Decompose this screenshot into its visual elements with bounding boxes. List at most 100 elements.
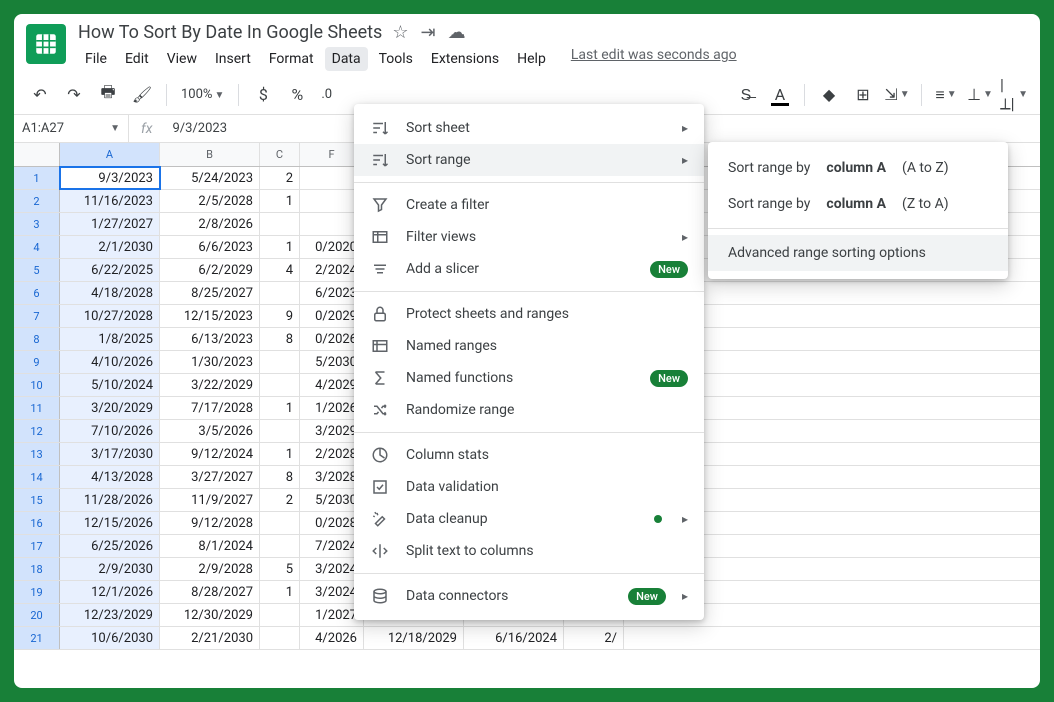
cell[interactable]: 8/28/2027 bbox=[160, 581, 260, 603]
submenu-item[interactable]: Sort range by column A (A to Z) bbox=[708, 150, 1008, 186]
cell[interactable]: 1 bbox=[260, 581, 300, 603]
paint-format-button[interactable]: 🖌 bbox=[128, 81, 156, 109]
menu-file[interactable]: File bbox=[78, 47, 114, 71]
document-title[interactable]: How To Sort By Date In Google Sheets bbox=[78, 22, 382, 43]
select-all-corner[interactable] bbox=[14, 143, 60, 166]
cell[interactable]: 6/25/2026 bbox=[60, 535, 160, 557]
cell[interactable]: 11/16/2023 bbox=[60, 190, 160, 212]
cell[interactable]: 12/18/2029 bbox=[364, 627, 464, 649]
menu-item-protect-sheets-and-ranges[interactable]: Protect sheets and ranges bbox=[354, 298, 704, 330]
cell[interactable]: 1 bbox=[260, 443, 300, 465]
row-header[interactable]: 7 bbox=[14, 305, 60, 327]
cell[interactable]: 6/16/2024 bbox=[464, 627, 564, 649]
cell[interactable]: 6/13/2023 bbox=[160, 328, 260, 350]
v-align-button[interactable]: ⊥▼ bbox=[966, 81, 994, 109]
row-header[interactable]: 18 bbox=[14, 558, 60, 580]
cell[interactable]: 2/9/2030 bbox=[60, 558, 160, 580]
row-header[interactable]: 13 bbox=[14, 443, 60, 465]
cell[interactable]: 7/17/2028 bbox=[160, 397, 260, 419]
cell[interactable]: 4/10/2026 bbox=[60, 351, 160, 373]
menu-insert[interactable]: Insert bbox=[208, 47, 258, 71]
menu-item-create-a-filter[interactable]: Create a filter bbox=[354, 189, 704, 221]
cell[interactable]: 6/22/2025 bbox=[60, 259, 160, 281]
cell[interactable]: 4 bbox=[260, 259, 300, 281]
cell[interactable]: 1/30/2023 bbox=[160, 351, 260, 373]
cell[interactable]: 1 bbox=[260, 236, 300, 258]
borders-button[interactable]: ⊞ bbox=[849, 81, 877, 109]
row-header[interactable]: 20 bbox=[14, 604, 60, 626]
cell[interactable]: 3/27/2027 bbox=[160, 466, 260, 488]
menu-item-column-stats[interactable]: Column stats bbox=[354, 439, 704, 471]
cell[interactable]: 3/5/2026 bbox=[160, 420, 260, 442]
submenu-item[interactable]: Sort range by column A (Z to A) bbox=[708, 186, 1008, 222]
undo-button[interactable]: ↶ bbox=[26, 81, 54, 109]
row-header[interactable]: 10 bbox=[14, 374, 60, 396]
row-header[interactable]: 6 bbox=[14, 282, 60, 304]
cell[interactable]: 2/1/2030 bbox=[60, 236, 160, 258]
cell[interactable]: 1/27/2027 bbox=[60, 213, 160, 235]
cell[interactable]: 2/21/2030 bbox=[160, 627, 260, 649]
cell[interactable] bbox=[260, 420, 300, 442]
cell[interactable]: 10/6/2030 bbox=[60, 627, 160, 649]
cell[interactable] bbox=[260, 512, 300, 534]
cell[interactable] bbox=[260, 627, 300, 649]
row-header[interactable]: 19 bbox=[14, 581, 60, 603]
cell[interactable]: 12/30/2029 bbox=[160, 604, 260, 626]
cell[interactable]: 2/8/2026 bbox=[160, 213, 260, 235]
cell[interactable]: 2/5/2028 bbox=[160, 190, 260, 212]
menu-item-randomize-range[interactable]: Randomize range bbox=[354, 394, 704, 426]
cell[interactable]: 3/17/2030 bbox=[60, 443, 160, 465]
cell[interactable]: 12/23/2029 bbox=[60, 604, 160, 626]
row-header[interactable]: 17 bbox=[14, 535, 60, 557]
star-icon[interactable]: ☆ bbox=[392, 22, 408, 43]
cell[interactable]: 5 bbox=[260, 558, 300, 580]
row-header[interactable]: 11 bbox=[14, 397, 60, 419]
cell[interactable]: 12/15/2023 bbox=[160, 305, 260, 327]
row-header[interactable]: 15 bbox=[14, 489, 60, 511]
cell[interactable]: 4/2026 bbox=[300, 627, 364, 649]
cell[interactable]: 6/2/2029 bbox=[160, 259, 260, 281]
move-icon[interactable]: ⇥ bbox=[421, 22, 436, 43]
row-header[interactable]: 3 bbox=[14, 213, 60, 235]
fill-color-button[interactable]: ◆ bbox=[815, 81, 843, 109]
menu-item-data-validation[interactable]: Data validation bbox=[354, 471, 704, 503]
cell[interactable]: 8 bbox=[260, 466, 300, 488]
menu-item-data-cleanup[interactable]: Data cleanup▸ bbox=[354, 503, 704, 535]
cell[interactable]: 8/1/2024 bbox=[160, 535, 260, 557]
cell[interactable]: 7/10/2026 bbox=[60, 420, 160, 442]
print-button[interactable]: 🖶 bbox=[94, 81, 122, 109]
zoom-selector[interactable]: 100%▼ bbox=[177, 87, 228, 102]
last-edit-link[interactable]: Last edit was seconds ago bbox=[571, 47, 737, 71]
menu-item-named-ranges[interactable]: Named ranges bbox=[354, 330, 704, 362]
menu-edit[interactable]: Edit bbox=[118, 47, 156, 71]
row-header[interactable]: 4 bbox=[14, 236, 60, 258]
decimal-button[interactable]: .0 bbox=[317, 87, 336, 102]
cell[interactable] bbox=[260, 535, 300, 557]
cell[interactable]: 3/22/2029 bbox=[160, 374, 260, 396]
cell[interactable]: 4/13/2028 bbox=[60, 466, 160, 488]
cell[interactable]: 2 bbox=[260, 167, 300, 189]
cell[interactable]: 1 bbox=[260, 397, 300, 419]
menu-item-sort-range[interactable]: Sort range▸ bbox=[354, 144, 704, 176]
column-header-A[interactable]: A bbox=[60, 143, 160, 166]
cell[interactable] bbox=[260, 282, 300, 304]
menu-item-add-a-slicer[interactable]: Add a slicerNew bbox=[354, 253, 704, 285]
row-header[interactable]: 14 bbox=[14, 466, 60, 488]
wrap-button[interactable]: |⟂|▼ bbox=[1000, 81, 1028, 109]
formula-bar[interactable]: 9/3/2023 bbox=[164, 121, 227, 136]
menu-item-data-connectors[interactable]: Data connectorsNew▸ bbox=[354, 580, 704, 612]
cell[interactable]: 2 bbox=[260, 489, 300, 511]
column-header-C[interactable]: C bbox=[260, 143, 300, 166]
cell[interactable] bbox=[260, 213, 300, 235]
cell[interactable]: 8 bbox=[260, 328, 300, 350]
submenu-item[interactable]: Advanced range sorting options bbox=[708, 235, 1008, 271]
currency-button[interactable]: $ bbox=[249, 81, 277, 109]
merge-button[interactable]: ⇲▼ bbox=[883, 81, 911, 109]
sheets-logo[interactable] bbox=[26, 24, 66, 64]
cell[interactable]: 5/24/2023 bbox=[160, 167, 260, 189]
cell[interactable]: 11/9/2027 bbox=[160, 489, 260, 511]
row-header[interactable]: 8 bbox=[14, 328, 60, 350]
strikethrough-button[interactable]: S̶ bbox=[732, 81, 760, 109]
row-header[interactable]: 5 bbox=[14, 259, 60, 281]
cell[interactable]: 2/ bbox=[564, 627, 624, 649]
